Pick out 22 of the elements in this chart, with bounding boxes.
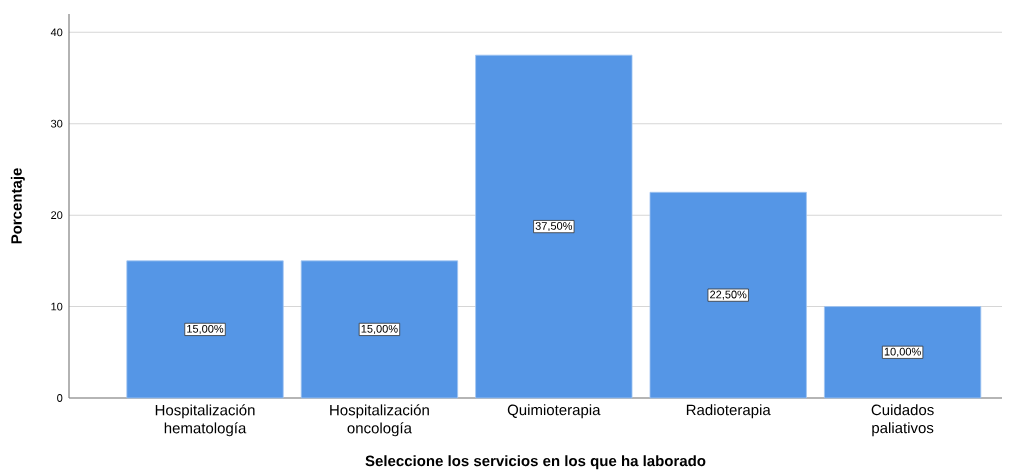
y-tick-label: 0 xyxy=(57,394,63,402)
x-tick-label: Hospitalización hematología xyxy=(155,404,255,437)
bar xyxy=(300,260,459,399)
y-tick-label: 30 xyxy=(50,119,63,128)
x-tick-label: Quimioterapia xyxy=(507,404,601,419)
y-tick-label: 40 xyxy=(50,28,63,37)
y-tick-label: 20 xyxy=(51,211,63,220)
data-label: 37,50% xyxy=(535,222,573,232)
x-tick-label: Radioterapia xyxy=(686,404,771,419)
x-tick-label: Hospitalización oncología xyxy=(330,404,429,437)
y-axis-title: Porcentaje xyxy=(10,168,25,244)
bar xyxy=(649,191,807,399)
data-label: 22,50% xyxy=(710,290,747,300)
x-axis-title: Seleccione los servicios en los que ha laborado xyxy=(365,455,706,470)
bar xyxy=(823,306,982,399)
y-tick-label: 10 xyxy=(51,302,63,311)
data-label: 15,00% xyxy=(187,324,224,334)
bar xyxy=(475,54,633,399)
data-label: 15,00% xyxy=(361,324,398,334)
data-label: 10,00% xyxy=(884,347,921,357)
bar xyxy=(126,260,284,399)
x-tick-label: Cuidados paliativos xyxy=(871,404,934,437)
